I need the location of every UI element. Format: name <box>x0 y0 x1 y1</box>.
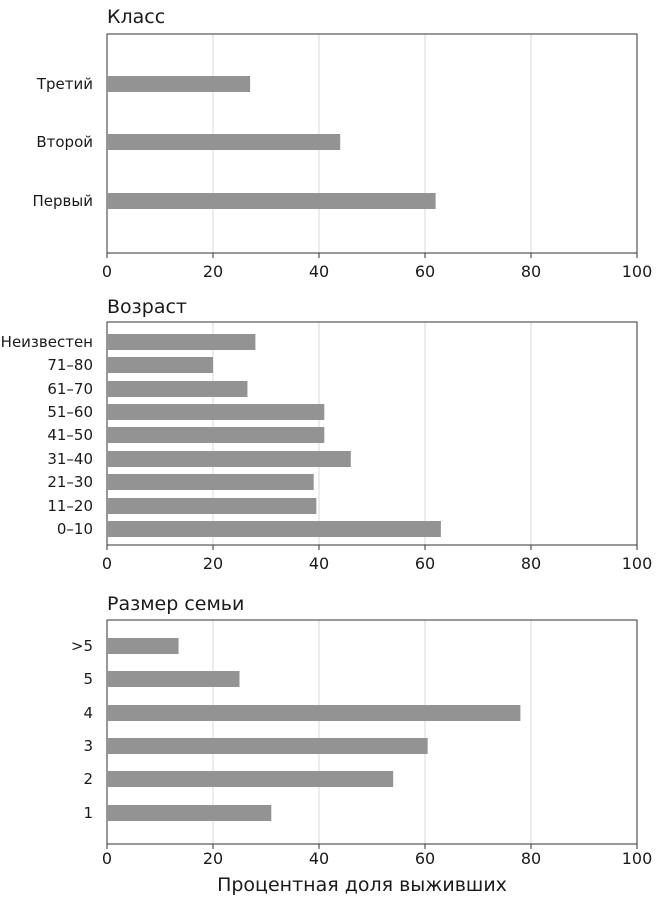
category-label: 11–20 <box>47 497 93 515</box>
bar <box>107 334 256 350</box>
category-label: 3 <box>83 737 93 755</box>
bar <box>107 357 213 373</box>
tick-label: 100 <box>622 262 653 281</box>
tick-label: 40 <box>309 262 329 281</box>
bar <box>107 738 428 754</box>
bar <box>107 805 272 821</box>
category-label: Неизвестен <box>1 333 93 351</box>
bar <box>107 451 351 467</box>
chart-title: Возраст <box>107 296 187 318</box>
category-label: 71–80 <box>47 356 93 374</box>
chart-title: Класс <box>107 6 165 28</box>
bar <box>107 638 179 654</box>
tick-label: 40 <box>309 849 329 868</box>
tick-label: 20 <box>203 849 223 868</box>
category-label: 4 <box>83 704 93 722</box>
tick-label: 0 <box>102 849 112 868</box>
bar <box>107 134 341 150</box>
tick-label: 0 <box>102 262 112 281</box>
category-label: 41–50 <box>47 426 93 444</box>
bar <box>107 193 436 209</box>
tick-label: 100 <box>622 849 653 868</box>
category-label: Третий <box>36 75 93 93</box>
category-label: 2 <box>83 770 93 788</box>
bar <box>107 404 325 420</box>
tick-label: 80 <box>521 849 541 868</box>
tick-label: 0 <box>102 554 112 573</box>
bar <box>107 671 240 687</box>
category-label: 31–40 <box>47 450 93 468</box>
category-label: 5 <box>83 670 93 688</box>
tick-label: 80 <box>521 262 541 281</box>
category-label: >5 <box>71 637 93 655</box>
bar <box>107 427 325 443</box>
plot-frame <box>106 619 638 845</box>
category-label: Второй <box>36 133 93 151</box>
tick-label: 60 <box>415 262 435 281</box>
x-axis-label: Процентная доля выживших <box>217 874 507 896</box>
bar <box>107 498 317 514</box>
chart-panel-2: Размер семьи 1 2 3 4 5 >5 0 20 40 60 80 100 Процентна… <box>71 593 652 896</box>
category-label: Первый <box>33 192 93 210</box>
chart-panel-0: Класс Первый Второй Третий 0 20 40 60 80 100 <box>33 6 653 281</box>
chart-title: Размер семьи <box>107 593 244 615</box>
tick-label: 100 <box>622 554 653 573</box>
tick-label: 60 <box>415 849 435 868</box>
bar <box>107 474 314 490</box>
category-label: 51–60 <box>47 403 93 421</box>
bar <box>107 771 394 787</box>
bar <box>107 381 248 397</box>
category-label: 1 <box>83 804 93 822</box>
category-label: 61–70 <box>47 380 93 398</box>
bar <box>107 521 441 537</box>
tick-label: 40 <box>309 554 329 573</box>
tick-label: 20 <box>203 262 223 281</box>
category-label: 0–10 <box>57 520 93 538</box>
tick-label: 60 <box>415 554 435 573</box>
tick-label: 20 <box>203 554 223 573</box>
bar <box>107 76 251 92</box>
bar <box>107 705 521 721</box>
category-label: 21–30 <box>47 473 93 491</box>
chart-panel-1: Возраст 0–10 11–20 21–30 31–40 41–50 51–60 61–7… <box>1 296 653 573</box>
tick-label: 80 <box>521 554 541 573</box>
